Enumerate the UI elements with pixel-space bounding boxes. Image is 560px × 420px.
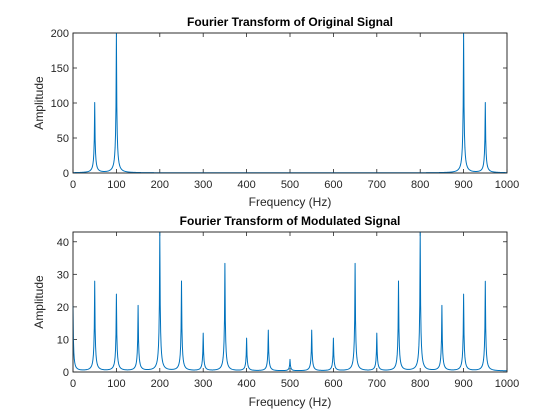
- chart-original-signal: Fourier Transform of Original Signal Fre…: [32, 15, 519, 209]
- y-tick-label: 150: [51, 63, 69, 75]
- chart-modulated-signal: Fourier Transform of Modulated Signal Fr…: [32, 214, 519, 409]
- axes-box: [72, 231, 508, 373]
- y-axis-label: Amplitude: [32, 275, 46, 329]
- x-axis-label: Frequency (Hz): [249, 195, 332, 209]
- x-tick-label: 500: [281, 378, 299, 390]
- x-tick-label: 800: [411, 179, 429, 191]
- x-tick-label: 100: [107, 179, 125, 191]
- x-tick-label: 1000: [495, 378, 519, 390]
- y-tick-label: 0: [63, 367, 69, 379]
- x-tick-label: 0: [70, 179, 76, 191]
- x-tick-label: 200: [151, 179, 169, 191]
- x-tick-label: 700: [368, 378, 386, 390]
- x-tick-label: 600: [324, 179, 342, 191]
- y-tick-label: 200: [51, 28, 69, 40]
- x-tick-label: 400: [237, 179, 255, 191]
- x-tick-label: 900: [454, 378, 472, 390]
- y-tick-label: 20: [57, 302, 69, 314]
- x-tick-label: 700: [368, 179, 386, 191]
- x-tick-label: 900: [454, 179, 472, 191]
- x-tick-label: 500: [281, 179, 299, 191]
- spectrum-series-line: [72, 231, 508, 372]
- chart-title: Fourier Transform of Modulated Signal: [180, 214, 401, 228]
- x-axis-label: Frequency (Hz): [249, 395, 332, 409]
- x-tick-label: 300: [194, 179, 212, 191]
- y-tick-label: 10: [57, 334, 69, 346]
- y-tick-label: 0: [63, 168, 69, 180]
- x-tick-label: 300: [194, 378, 212, 390]
- x-tick-label: 800: [411, 378, 429, 390]
- x-tick-label: 1000: [495, 179, 519, 191]
- axes-box: [72, 32, 508, 174]
- x-tick-label: 100: [107, 378, 125, 390]
- y-tick-label: 50: [57, 133, 69, 145]
- x-tick-label: 600: [324, 378, 342, 390]
- x-tick-label: 200: [151, 378, 169, 390]
- y-axis-label: Amplitude: [32, 76, 46, 130]
- axes-frame: [72, 231, 508, 373]
- x-tick-label: 400: [237, 378, 255, 390]
- axes-frame: [72, 32, 508, 174]
- y-tick-label: 100: [51, 98, 69, 110]
- y-tick-label: 30: [57, 269, 69, 281]
- x-tick-label: 0: [70, 378, 76, 390]
- y-tick-label: 40: [57, 237, 69, 249]
- chart-title: Fourier Transform of Original Signal: [187, 15, 393, 29]
